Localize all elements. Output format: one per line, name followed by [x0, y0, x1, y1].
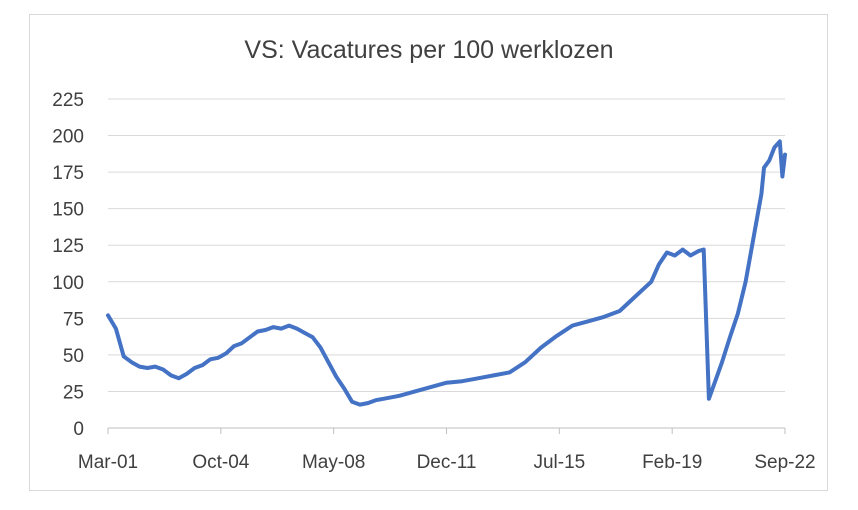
y-tick-label: 200 [52, 127, 84, 148]
y-tick-label: 25 [63, 382, 84, 403]
x-axis: Mar-01 Oct-04 May-08 Dec-11 Jul-15 Feb-19 Sep-… [78, 427, 816, 473]
x-tick-label: Mar-01 [78, 452, 138, 473]
y-tick-label: 0 [73, 419, 84, 440]
x-tick-label: Feb-19 [642, 452, 702, 473]
x-tick-label: Dec-11 [417, 452, 477, 473]
y-axis: 0 25 50 75 100 125 150 175 200 225 [52, 90, 84, 440]
gridlines [108, 98, 785, 392]
y-tick-label: 225 [52, 90, 84, 111]
x-tick-label: Jul-15 [533, 452, 585, 473]
y-tick-label: 125 [52, 236, 84, 257]
x-tick-label: May-08 [302, 452, 365, 473]
y-tick-label: 150 [52, 200, 84, 221]
x-tick-label: Oct-04 [192, 452, 249, 473]
x-tick-label: Sep-22 [754, 452, 815, 473]
series-line-0 [106, 139, 787, 407]
y-tick-label: 50 [63, 346, 84, 367]
chart-title: VS: Vacatures per 100 werklozen [244, 36, 614, 64]
series-group [106, 139, 787, 407]
y-tick-label: 175 [52, 163, 84, 184]
y-tick-label: 100 [52, 273, 84, 294]
y-tick-label: 75 [63, 309, 84, 330]
